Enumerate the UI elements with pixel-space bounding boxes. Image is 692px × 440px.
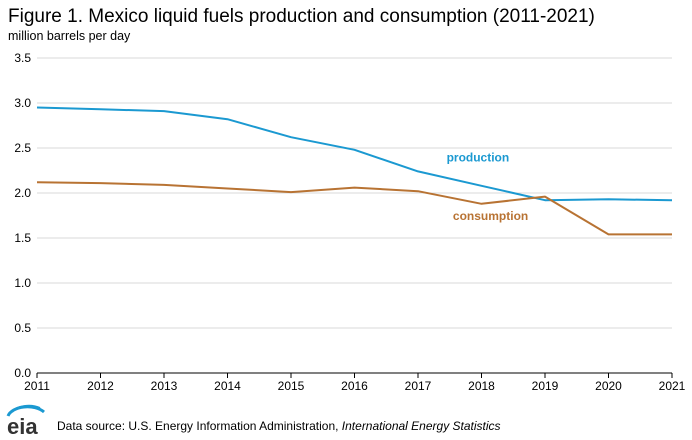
eia-logo-icon: eia	[6, 404, 45, 436]
chart-title: Figure 1. Mexico liquid fuels production…	[8, 6, 595, 27]
x-tick-label: 2017	[405, 379, 432, 393]
eia-logo-text: eia	[7, 414, 38, 436]
series-line-production	[36, 106, 673, 202]
x-tick-label: 2020	[595, 379, 622, 393]
series-label-consumption: consumption	[453, 209, 528, 223]
x-tick-label: 2013	[151, 379, 178, 393]
data-source-prefix: Data source: U.S. Energy Information Adm…	[57, 419, 342, 433]
y-tick-label: 0.5	[14, 321, 31, 335]
y-tick-label: 2.0	[14, 186, 31, 200]
series-label-production: production	[447, 151, 510, 165]
y-tick-label: 3.5	[14, 51, 31, 65]
x-tick-label: 2014	[214, 379, 241, 393]
y-tick-label: 0.0	[14, 366, 31, 380]
x-tick-label: 2016	[341, 379, 368, 393]
data-source-note: Data source: U.S. Energy Information Adm…	[57, 419, 501, 433]
x-tick-label: 2021	[659, 379, 686, 393]
data-source-title: International Energy Statistics	[341, 419, 501, 433]
x-tick-label: 2019	[532, 379, 559, 393]
y-axis-label: million barrels per day	[8, 29, 131, 43]
y-tick-label: 2.5	[14, 141, 31, 155]
y-tick-label: 1.0	[14, 276, 31, 290]
y-tick-label: 1.5	[14, 231, 31, 245]
x-tick-label: 2011	[24, 379, 50, 393]
x-tick-label: 2012	[87, 379, 114, 393]
chart: 0.0 0.5 1.0 1.5 2.0 2.5 3.0 3.5 2011 2012 2013 2014…	[14, 51, 686, 393]
footer: eia Data source: U.S. Energy Information…	[0, 404, 692, 440]
x-tick-label: 2015	[278, 379, 305, 393]
x-tick-label: 2018	[468, 379, 495, 393]
y-tick-label: 3.0	[14, 96, 31, 110]
series-line-consumption	[36, 181, 672, 236]
